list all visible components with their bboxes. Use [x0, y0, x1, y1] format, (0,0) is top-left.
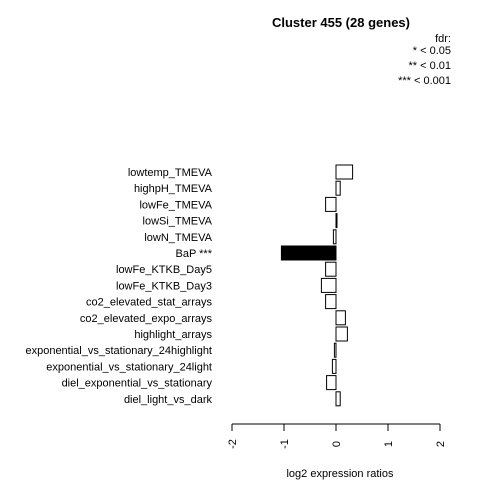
chart-title: Cluster 455 (28 genes) [272, 15, 410, 30]
category-label: lowFe_TMEVA [139, 199, 212, 211]
category-label: lowSi_TMEVA [143, 216, 213, 228]
legend: fdr: * < 0.05 ** < 0.01 *** < 0.001 [398, 33, 451, 87]
bar [326, 375, 337, 391]
category-label: lowN_TMEVA [144, 232, 212, 244]
category-label: lowFe_KTKB_Day3 [116, 280, 212, 292]
bar [335, 326, 348, 342]
x-tick-label: 1 [383, 441, 395, 447]
bar [325, 294, 337, 310]
category-label: highpH_TMEVA [134, 183, 213, 195]
category-label: lowFe_KTKB_Day5 [116, 264, 212, 276]
bar [332, 229, 337, 245]
bar [280, 245, 337, 261]
bars-group [280, 164, 354, 407]
category-label: diel_exponential_vs_stationary [62, 378, 213, 390]
category-label: BaP *** [176, 248, 213, 260]
legend-title: fdr: [435, 33, 451, 45]
bar [325, 196, 337, 212]
x-tick-label: -1 [279, 439, 291, 449]
category-label: diel_light_vs_dark [124, 394, 213, 406]
bar [335, 310, 346, 326]
x-tick-label: 0 [331, 441, 343, 447]
legend-entry-1: * < 0.05 [413, 45, 451, 57]
x-tick-label: -2 [227, 439, 239, 449]
category-label: exponential_vs_stationary_24light [46, 361, 212, 373]
bar [335, 213, 338, 229]
category-label: co2_elevated_stat_arrays [86, 297, 212, 309]
bar [320, 277, 337, 293]
legend-entry-2: ** < 0.01 [408, 60, 451, 72]
bar [335, 164, 354, 180]
bar [333, 342, 337, 358]
x-tick-label: 2 [435, 441, 447, 447]
bar [335, 180, 341, 196]
bar [335, 391, 341, 407]
category-label: lowtemp_TMEVA [128, 167, 213, 179]
x-ticks: -2 -1 0 1 2 [227, 424, 447, 449]
category-labels: lowtemp_TMEVA highpH_TMEVA lowFe_TMEVA lowS… [25, 167, 212, 406]
bar [325, 261, 337, 277]
category-label: exponential_vs_stationary_24highlight [25, 345, 212, 357]
x-axis-label: log2 expression ratios [286, 468, 394, 480]
bar [331, 358, 337, 374]
category-label: highlight_arrays [134, 329, 212, 341]
legend-entry-3: *** < 0.001 [398, 75, 451, 87]
category-label: co2_elevated_expo_arrays [80, 313, 213, 325]
x-axis: -2 -1 0 1 2 [227, 423, 447, 449]
